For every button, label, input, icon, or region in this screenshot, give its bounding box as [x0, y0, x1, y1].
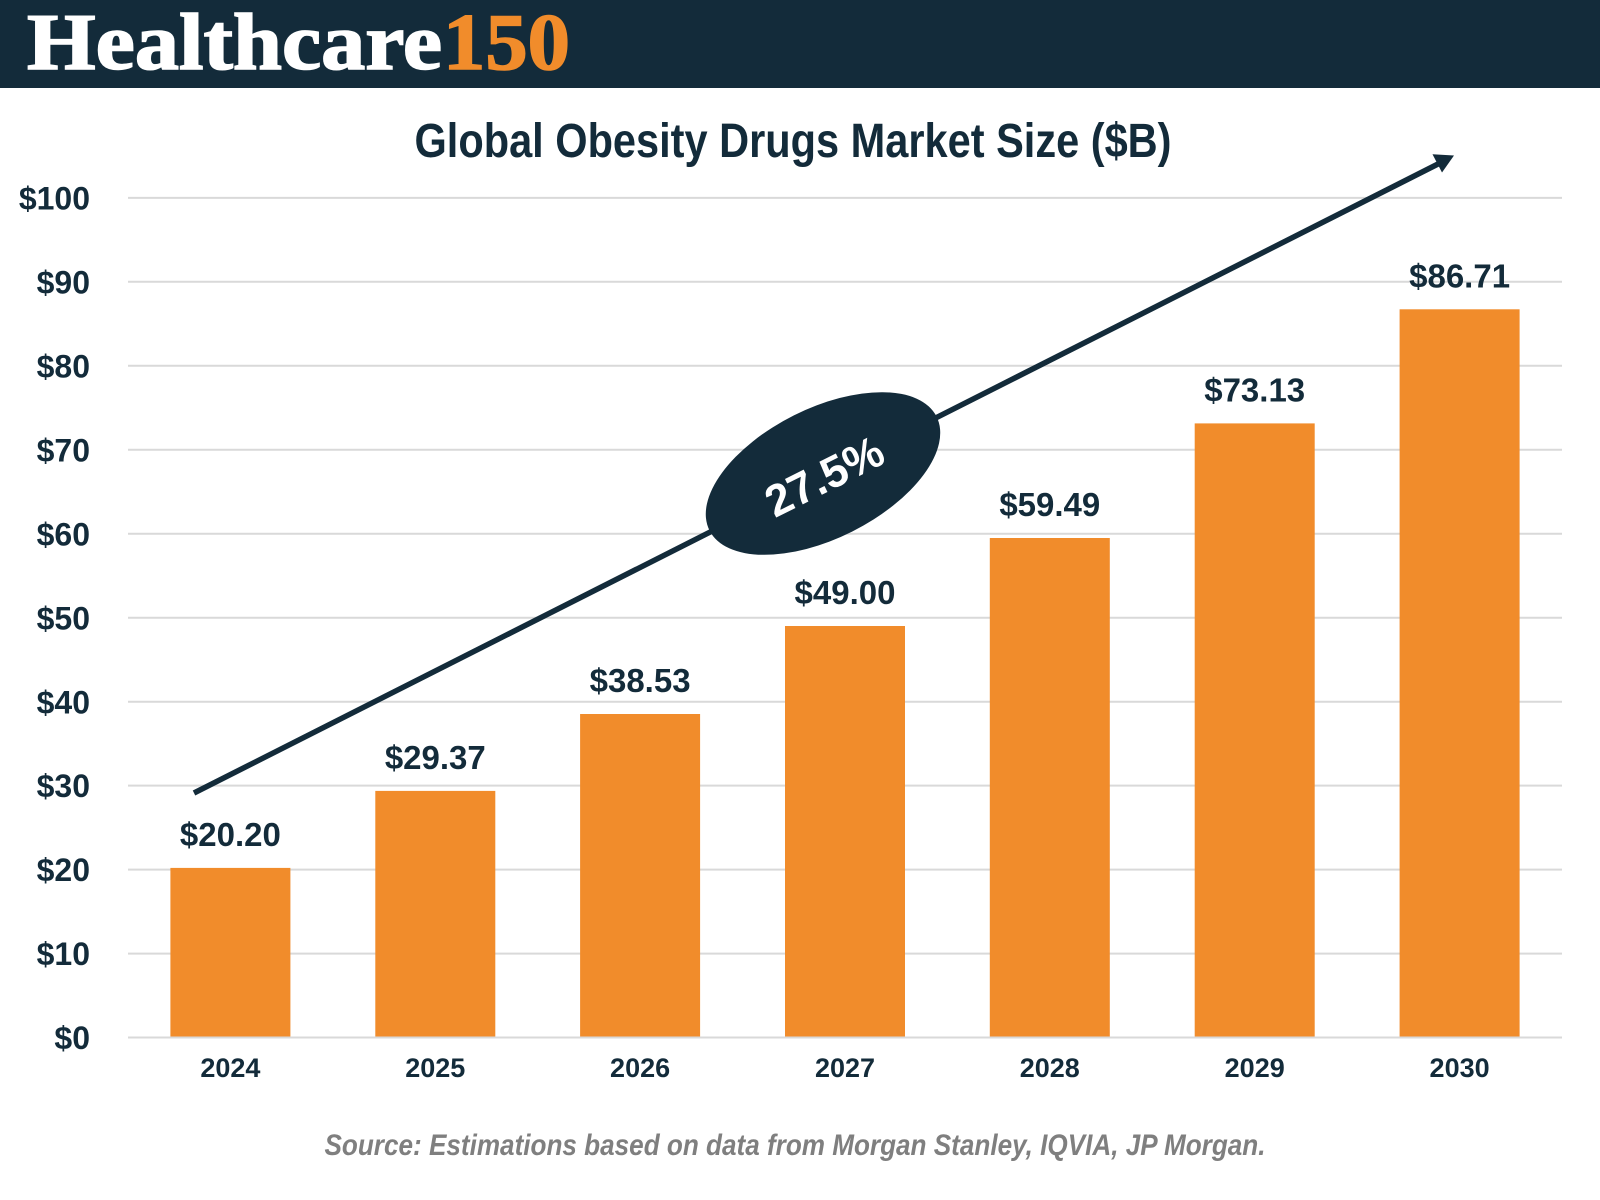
svg-text:2028: 2028	[1020, 1053, 1080, 1083]
svg-text:$86.71: $86.71	[1409, 257, 1510, 294]
svg-text:$59.49: $59.49	[999, 486, 1100, 523]
svg-text:$30: $30	[37, 768, 90, 804]
svg-text:Global Obesity Drugs Market Si: Global Obesity Drugs Market Size ($B)	[415, 115, 1172, 168]
svg-text:$100: $100	[19, 181, 90, 217]
svg-text:$90: $90	[37, 264, 90, 300]
svg-text:2029: 2029	[1225, 1053, 1285, 1083]
svg-text:$49.00: $49.00	[795, 574, 896, 611]
svg-text:$38.53: $38.53	[590, 662, 691, 699]
svg-text:2027: 2027	[815, 1053, 875, 1083]
svg-text:$70: $70	[37, 432, 90, 468]
svg-text:$50: $50	[37, 600, 90, 636]
svg-text:Healthcare: Healthcare	[27, 0, 442, 87]
svg-text:$20: $20	[37, 852, 90, 888]
svg-text:Source: Estimations based on d: Source: Estimations based on data from M…	[325, 1129, 1266, 1162]
svg-text:$73.13: $73.13	[1204, 371, 1305, 408]
svg-text:$10: $10	[37, 936, 90, 972]
svg-text:2025: 2025	[405, 1053, 465, 1083]
svg-text:$29.37: $29.37	[385, 739, 486, 776]
svg-text:$80: $80	[37, 348, 90, 384]
svg-text:150: 150	[443, 0, 570, 87]
svg-text:$60: $60	[37, 516, 90, 552]
svg-text:$40: $40	[37, 684, 90, 720]
svg-text:2030: 2030	[1430, 1053, 1490, 1083]
svg-text:2026: 2026	[610, 1053, 670, 1083]
svg-text:$0: $0	[54, 1020, 90, 1056]
svg-text:$20.20: $20.20	[180, 816, 281, 853]
svg-text:2024: 2024	[200, 1053, 260, 1083]
